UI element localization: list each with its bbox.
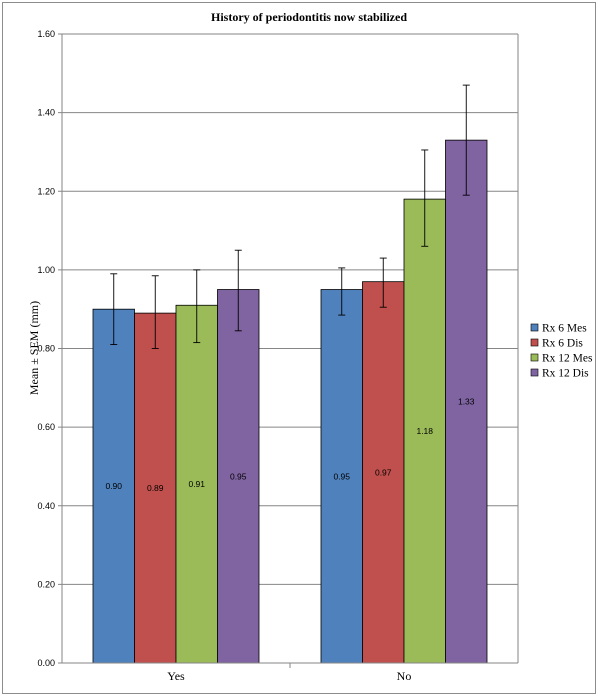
data-label: 0.91 xyxy=(188,479,205,489)
data-label: 1.33 xyxy=(458,397,475,407)
bar xyxy=(445,139,488,664)
legend-label: Rx 6 Dis xyxy=(542,338,583,350)
bar xyxy=(362,281,405,664)
legend-swatch xyxy=(530,353,539,362)
y-tick-label: 1.20 xyxy=(37,186,55,196)
x-category-label: Yes xyxy=(167,669,185,683)
x-category-label: No xyxy=(397,669,412,683)
legend-label: Rx 12 Mes xyxy=(542,353,593,365)
bar xyxy=(217,289,260,664)
data-label: 0.95 xyxy=(230,471,247,481)
data-label: 0.95 xyxy=(333,471,350,481)
y-tick-label: 0.00 xyxy=(37,658,55,668)
y-tick-label: 1.00 xyxy=(37,265,55,275)
y-tick-label: 1.40 xyxy=(37,108,55,118)
data-label: 0.97 xyxy=(375,467,392,477)
legend-label: Rx 12 Dis xyxy=(542,368,589,380)
y-tick-label: 0.40 xyxy=(37,501,55,511)
y-tick-label: 0.60 xyxy=(37,422,55,432)
data-label: 0.89 xyxy=(147,483,164,493)
axes: 0.00 0.20 0.40 0.60 0.80 1.00 1.20 1.40 1.60 Yes N… xyxy=(37,29,519,683)
bars: 0.90 0.89 0.91 0.95 0.95 0.97 1.18 1.33 xyxy=(92,84,488,664)
data-label: 1.18 xyxy=(416,426,433,436)
legend-swatch xyxy=(530,368,539,377)
bar xyxy=(403,198,446,664)
legend-swatch xyxy=(530,338,539,347)
bar xyxy=(175,304,218,664)
y-tick-label: 0.80 xyxy=(37,344,55,354)
legend-swatch xyxy=(530,323,539,332)
chart-title: History of periodontitis now stabilized xyxy=(211,10,407,24)
legend: Rx 6 Mes Rx 6 Dis Rx 12 Mes Rx 12 Dis xyxy=(530,323,593,380)
y-axis-title: Mean ± SEM (mm) xyxy=(27,301,41,395)
bar xyxy=(134,312,177,664)
y-tick-label: 0.20 xyxy=(37,579,55,589)
legend-label: Rx 6 Mes xyxy=(542,323,587,335)
data-label: 0.90 xyxy=(105,481,122,491)
y-tick-label: 1.60 xyxy=(37,29,55,39)
